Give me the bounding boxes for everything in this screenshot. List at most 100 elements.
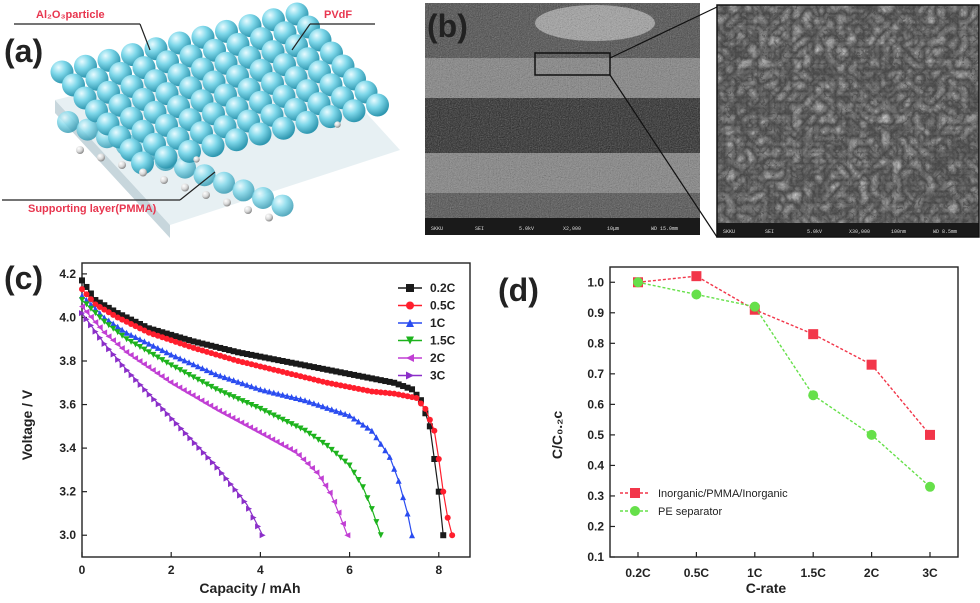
data-point xyxy=(208,383,215,390)
data-point xyxy=(346,412,353,419)
data-point xyxy=(96,303,103,310)
data-point xyxy=(404,384,411,391)
data-point xyxy=(284,392,291,399)
data-point xyxy=(173,420,180,427)
data-point xyxy=(251,426,258,433)
data-point xyxy=(409,394,416,401)
data-point xyxy=(248,401,255,408)
data-point xyxy=(141,338,148,345)
data-point xyxy=(229,414,236,421)
data-point xyxy=(96,314,103,321)
alumina-particle xyxy=(76,118,99,141)
data-point xyxy=(319,403,326,410)
data-point xyxy=(168,331,175,338)
data-point xyxy=(142,386,149,393)
data-point xyxy=(286,446,293,453)
data-point xyxy=(101,329,108,336)
pvdf-binder-particle xyxy=(244,206,252,214)
data-point xyxy=(208,369,215,376)
legend-marker xyxy=(406,354,414,362)
data-point xyxy=(172,353,179,360)
data-point xyxy=(382,447,389,454)
data-point xyxy=(88,322,95,329)
data-point xyxy=(866,359,877,370)
data-point xyxy=(186,359,193,366)
data-point xyxy=(284,418,291,425)
discharge-chart: (c) Capacity / mAh Voltage / V 0 2 4 6 8 3.0 3… xyxy=(4,260,471,596)
pvdf-binder-particle xyxy=(139,168,147,177)
data-point xyxy=(211,405,218,412)
data-point xyxy=(315,436,322,443)
legend-marker xyxy=(406,284,414,292)
data-point xyxy=(169,415,176,422)
data-point xyxy=(203,367,210,374)
data-point xyxy=(114,314,121,321)
data-point xyxy=(373,434,380,441)
data-point xyxy=(301,362,308,369)
data-point xyxy=(239,398,246,405)
data-point xyxy=(223,475,230,482)
x-tick-label: 1.5C xyxy=(801,566,827,580)
data-point xyxy=(364,424,371,431)
data-point xyxy=(331,498,338,505)
series-line xyxy=(81,312,264,536)
data-point xyxy=(226,347,233,354)
data-point xyxy=(230,348,237,355)
data-point xyxy=(377,440,384,447)
data-point xyxy=(925,429,935,440)
data-point xyxy=(315,364,322,371)
legend-marker xyxy=(630,506,640,516)
data-point xyxy=(237,492,244,499)
sem-info-text: X30,000 xyxy=(849,229,870,235)
data-point xyxy=(136,344,143,351)
data-point xyxy=(132,355,139,362)
data-point xyxy=(373,376,380,383)
sem-info-text: WD 15.0mm xyxy=(651,226,678,232)
data-point xyxy=(133,377,140,384)
sem-info-text: 10μm xyxy=(607,226,619,232)
x-tick-label: 1C xyxy=(747,566,763,580)
data-point xyxy=(239,350,246,357)
data-point xyxy=(101,318,108,325)
data-point xyxy=(163,376,170,383)
data-point xyxy=(176,384,183,391)
data-point xyxy=(395,381,402,388)
data-point xyxy=(368,388,375,395)
data-point xyxy=(364,495,371,502)
pvdf-binder-particle xyxy=(334,121,341,128)
data-point xyxy=(154,370,161,377)
data-point xyxy=(150,351,157,358)
data-point xyxy=(110,325,117,332)
data-point xyxy=(123,318,130,325)
data-point xyxy=(217,372,224,379)
data-point xyxy=(344,532,351,539)
y-tick-label: 0.2 xyxy=(587,519,604,533)
data-point xyxy=(182,430,189,437)
data-point xyxy=(373,388,380,395)
data-point xyxy=(205,454,212,461)
series-line xyxy=(81,306,348,536)
alumina-particle xyxy=(252,187,274,209)
data-point xyxy=(351,469,358,476)
data-point xyxy=(808,390,819,401)
series-2C xyxy=(79,303,351,539)
data-point xyxy=(304,460,311,467)
data-point xyxy=(226,392,233,399)
data-point xyxy=(275,390,282,397)
chart-d-ylabel: C/C₀.₂c xyxy=(549,411,565,460)
x-tick-label: 3C xyxy=(922,566,938,580)
legend-label: 3C xyxy=(430,369,446,383)
data-point xyxy=(212,371,219,378)
data-point xyxy=(391,465,398,472)
chart-c-legend: 0.2C 0.5C 1C 1.5C 2C 3C xyxy=(398,281,456,383)
data-point xyxy=(359,421,366,428)
data-point xyxy=(317,475,324,482)
data-point xyxy=(691,271,702,282)
data-point xyxy=(319,365,326,372)
data-point xyxy=(342,410,349,417)
data-point xyxy=(238,419,245,426)
data-point xyxy=(83,283,90,290)
data-point xyxy=(193,394,200,401)
data-point xyxy=(114,341,121,348)
data-point xyxy=(151,396,158,403)
